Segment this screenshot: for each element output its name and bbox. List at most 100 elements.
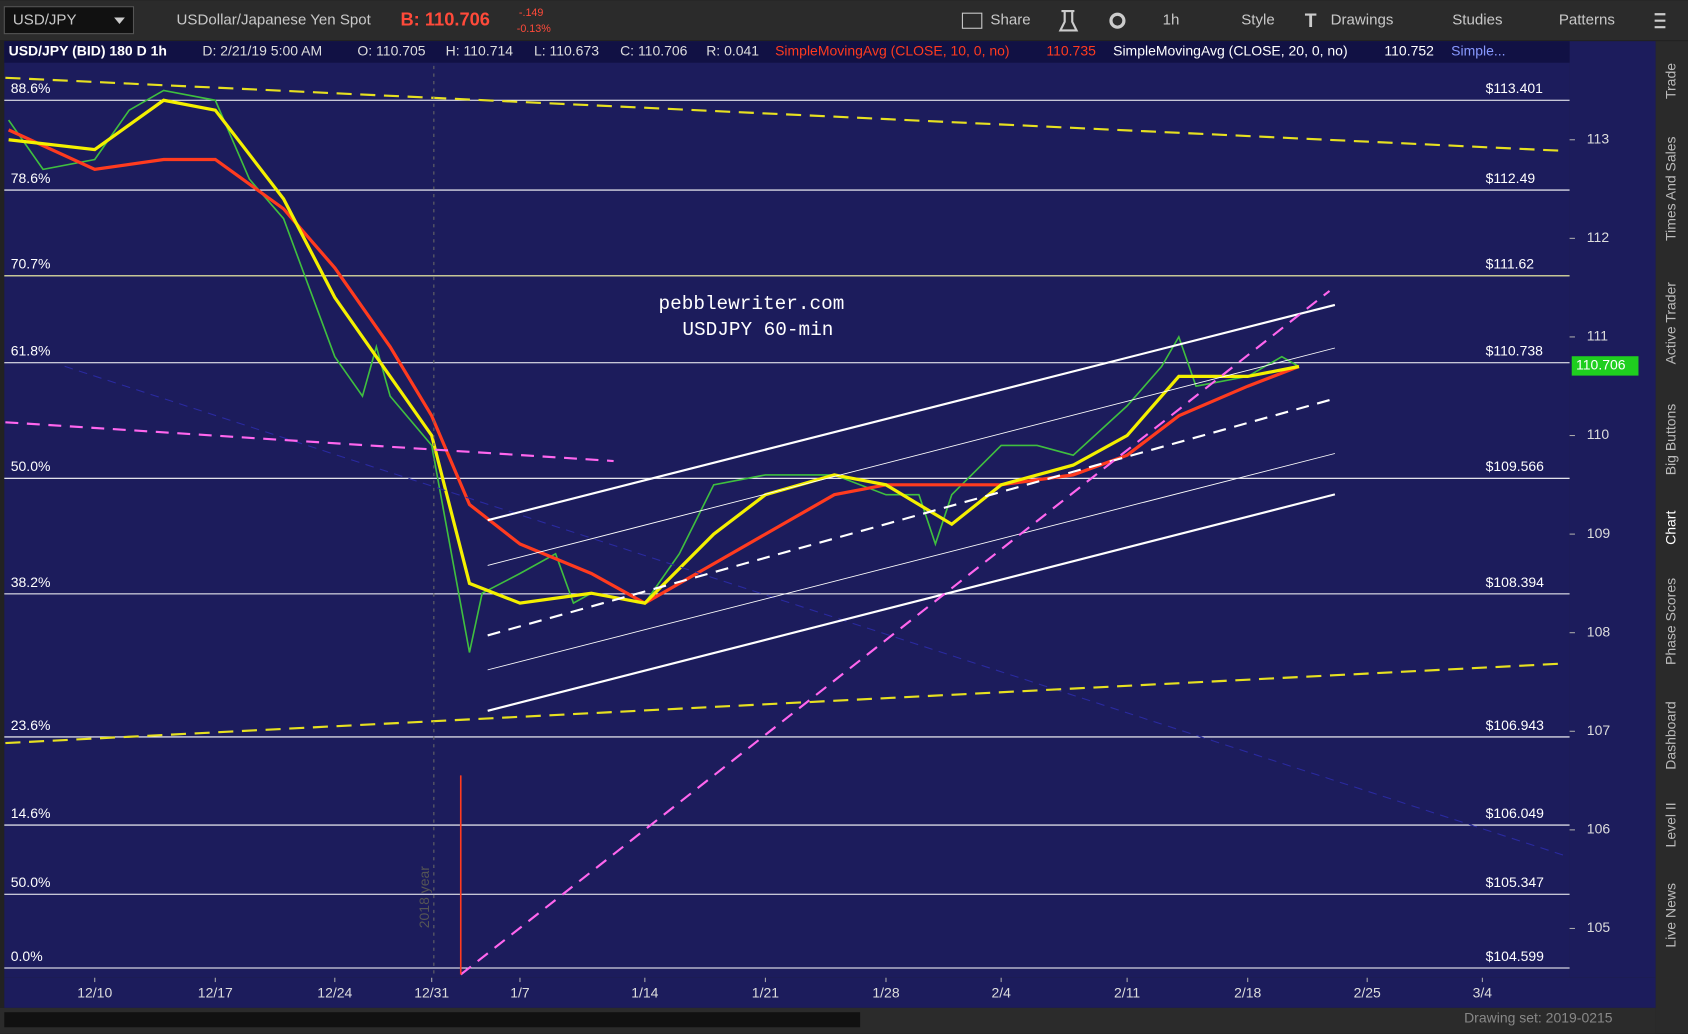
more-studies: Simple... (1451, 43, 1505, 59)
change: -.149 (519, 7, 544, 19)
y-tick-label: 109 (1587, 525, 1611, 541)
share-icon (961, 12, 983, 29)
flask-icon[interactable] (1058, 9, 1079, 32)
side-tab[interactable]: Chart (1663, 511, 1679, 545)
side-tab[interactable]: Active Trader (1663, 282, 1679, 365)
y-axis-area (1569, 41, 1656, 978)
trendline (5, 421, 614, 463)
studies-button[interactable]: Studies (1452, 12, 1502, 29)
sma20-label: SimpleMovingAvg (CLOSE, 20, 0, no) (1113, 43, 1347, 59)
x-tick-label: 12/17 (198, 985, 233, 1001)
fib-price: $104.599 (1486, 948, 1545, 964)
sma10-value: 110.735 (1046, 43, 1096, 59)
fib-pct: 88.6% (11, 80, 51, 96)
info-date: D: 2/21/19 5:00 AM (202, 43, 322, 59)
y-tick-label: 110 (1587, 426, 1610, 442)
channel-line (487, 493, 1336, 712)
annotation: 2018 year (416, 866, 432, 929)
fib-price: $106.049 (1486, 805, 1545, 821)
fib-price: $109.566 (1486, 458, 1545, 474)
side-tab[interactable]: Live News (1663, 883, 1679, 948)
fib-price: $110.738 (1486, 343, 1544, 359)
channel-line (487, 397, 1336, 637)
fib-price: $113.401 (1486, 80, 1544, 96)
scrollbar[interactable] (4, 1012, 861, 1028)
x-tick-label: 2/18 (1234, 985, 1261, 1001)
menu-icon[interactable] (1654, 13, 1666, 29)
x-tick-label: 2/4 (991, 985, 1011, 1001)
last-price-tag (1571, 356, 1639, 376)
fib-price: $108.394 (1486, 574, 1545, 590)
y-tick-label: 112 (1587, 229, 1610, 245)
x-tick-label: 1/7 (510, 985, 530, 1001)
fib-pct: 70.7% (11, 256, 51, 272)
fib-pct: 50.0% (11, 458, 51, 474)
channel-line (487, 347, 1336, 566)
info-open: O: 110.705 (357, 43, 425, 59)
y-tick-label: 106 (1587, 821, 1611, 837)
series-line (8, 98, 1300, 605)
side-tabs: Trade Times And Sales Active Trader Big But… (1663, 63, 1679, 948)
info-title: USD/JPY (BID) 180 D 1h (9, 43, 167, 59)
side-tab[interactable]: Times And Sales (1663, 136, 1679, 240)
fib-pct: 78.6% (11, 170, 51, 186)
drawings (5, 43, 1567, 976)
fib-pct: 38.2% (11, 574, 51, 590)
patterns-button[interactable]: Patterns (1559, 12, 1615, 29)
y-tick-label: 111 (1587, 328, 1608, 344)
side-tab[interactable]: Trade (1663, 63, 1679, 99)
info-close: C: 110.706 (620, 43, 688, 59)
fib-price: $105.347 (1486, 874, 1545, 890)
fib-pct: 23.6% (11, 717, 51, 733)
y-tick-label: 108 (1587, 623, 1611, 639)
watermark: pebblewriter.com (658, 293, 844, 315)
bid: B: 110.706 (400, 9, 490, 30)
drawing-set: Drawing set: 2019-0215 (1464, 1009, 1613, 1025)
sma20-value: 110.752 (1384, 43, 1434, 59)
x-tick-label: 1/28 (872, 985, 899, 1001)
info-high: H: 110.714 (446, 43, 514, 59)
toolbar (0, 0, 1688, 41)
info-range: R: 0.041 (706, 43, 759, 59)
x-tick-label: 3/4 (1473, 985, 1493, 1001)
last-price-label: 110.706 (1576, 357, 1626, 373)
drawings-button[interactable]: Drawings (1331, 12, 1394, 29)
side-panel (1655, 41, 1688, 1034)
x-axis-area (4, 977, 1656, 1008)
change-pct: -0.13% (517, 23, 552, 35)
side-tab[interactable]: Dashboard (1663, 701, 1679, 769)
share-button[interactable]: Share (990, 12, 1030, 29)
plot: 105 106 107 108 109 110 111 112 113 12/10 12/17 12/… (4, 80, 1639, 1001)
info-low: L: 110.673 (534, 43, 599, 59)
y-tick-label: 105 (1587, 919, 1611, 935)
x-tick-label: 12/10 (77, 985, 112, 1001)
side-tab[interactable]: Phase Scores (1663, 578, 1679, 665)
x-tick-label: 12/31 (414, 985, 449, 1001)
plot-area (4, 41, 1570, 978)
x-tick-label: 2/11 (1114, 985, 1140, 1001)
trendline (460, 290, 1331, 976)
dropdown-arrow (114, 17, 125, 24)
side-tab[interactable]: Big Buttons (1663, 404, 1679, 476)
sma10-label: SimpleMovingAvg (CLOSE, 10, 0, no) (775, 43, 1009, 59)
y-tick-label: 107 (1587, 722, 1611, 738)
x-tick-label: 1/21 (752, 985, 779, 1001)
x-tick-label: 1/14 (631, 985, 658, 1001)
interval[interactable]: 1h (1163, 12, 1180, 29)
fib-pct: 14.6% (11, 805, 51, 821)
style-button[interactable]: Style (1241, 12, 1275, 29)
info-bar: USD/JPY (BID) 180 D 1h D: 2/21/19 5:00 A… (4, 41, 1570, 63)
channel-line (487, 303, 1336, 522)
fib-pct: 50.0% (11, 874, 51, 890)
fib-price: $106.943 (1486, 717, 1545, 733)
channel-line (487, 453, 1336, 671)
drawings-icon: T (1305, 10, 1317, 32)
trendline (64, 365, 1567, 857)
side-tab[interactable]: Level II (1663, 802, 1679, 847)
settings-icon[interactable] (1109, 12, 1126, 29)
symbol-box[interactable] (3, 6, 135, 35)
y-tick-label: 113 (1587, 130, 1610, 146)
fib-pct: 61.8% (11, 343, 51, 359)
